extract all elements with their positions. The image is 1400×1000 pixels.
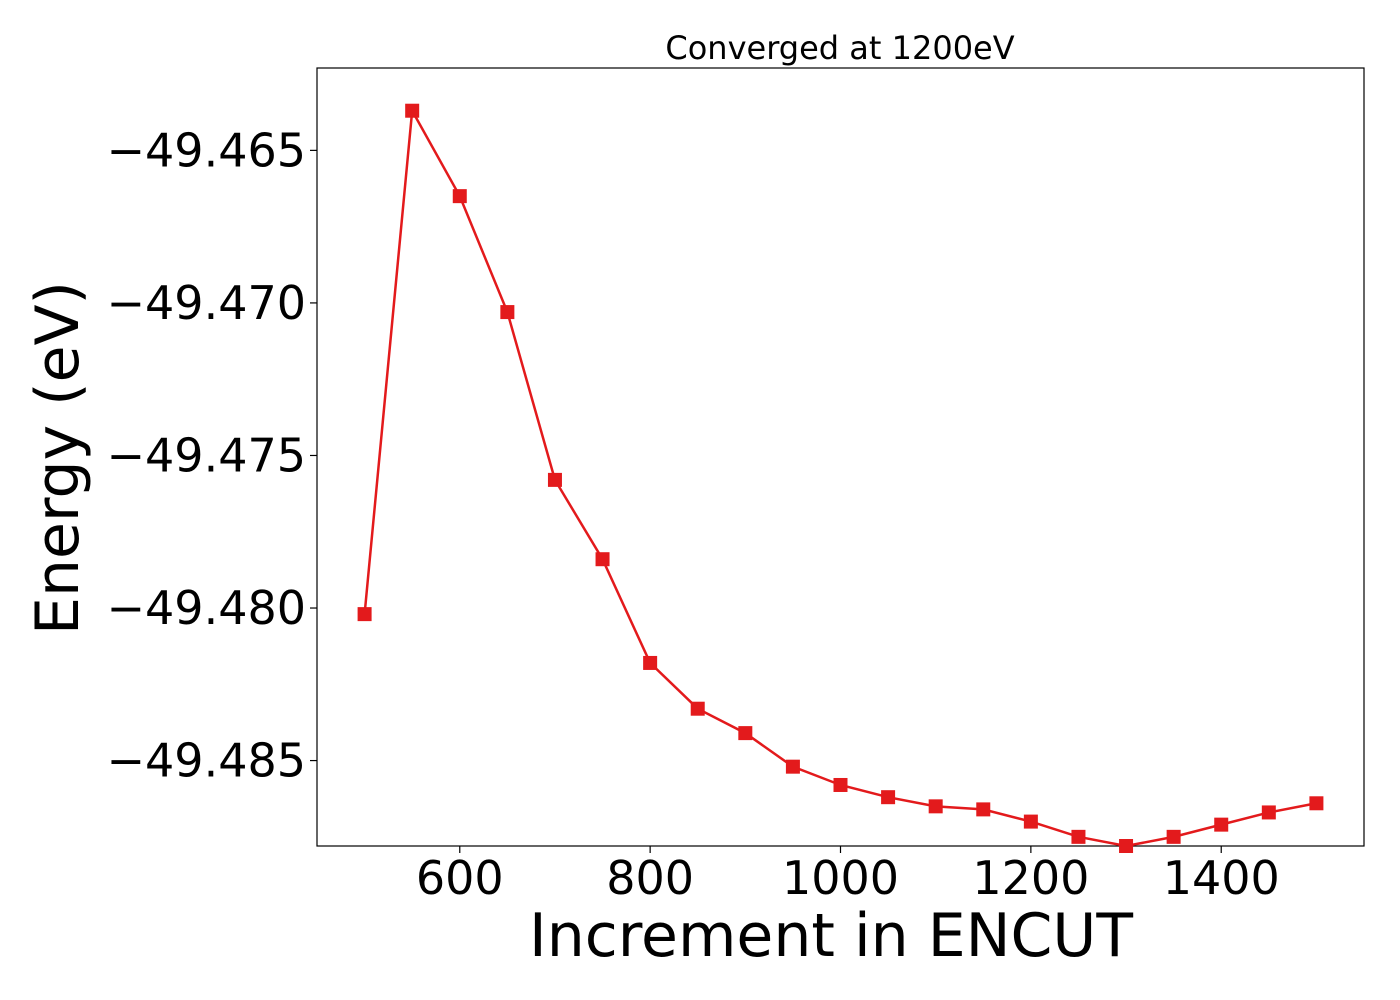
- y-tick-label: −49.485: [107, 734, 307, 788]
- series-line: [363, 106, 1317, 848]
- plot-frame: [316, 67, 1365, 847]
- data-point-marker: [405, 103, 420, 118]
- data-point-marker: [643, 655, 658, 670]
- y-tick-label: −49.475: [107, 428, 307, 482]
- y-axis-ticks: −49.465 −49.470 −49.475 −49.480 −49.485: [107, 123, 317, 788]
- data-point-marker: [1309, 796, 1324, 811]
- y-axis-label: Energy (eV): [23, 281, 93, 635]
- y-tick-label: −49.465: [107, 123, 307, 177]
- data-point-marker: [785, 759, 800, 774]
- x-tick-label: 1400: [1163, 851, 1280, 905]
- data-point-marker: [1166, 829, 1181, 844]
- data-point-marker: [1214, 817, 1229, 832]
- data-point-marker: [738, 726, 753, 741]
- x-tick-label: 1200: [972, 851, 1089, 905]
- data-point-marker: [547, 472, 562, 487]
- data-point-marker: [500, 305, 515, 320]
- data-point-marker: [1071, 829, 1086, 844]
- x-tick-label: 1000: [782, 851, 899, 905]
- data-point-marker: [452, 189, 467, 204]
- data-point-marker: [595, 552, 610, 567]
- y-tick-label: −49.470: [107, 276, 307, 330]
- x-axis-ticks: 600 800 1000 1200 1400: [416, 846, 1280, 905]
- data-point-marker: [1023, 814, 1038, 829]
- data-point-marker: [1261, 805, 1276, 820]
- data-point-marker: [690, 701, 705, 716]
- data-point-marker: [928, 799, 943, 814]
- data-point-marker: [976, 802, 991, 817]
- series-layer: [357, 103, 1324, 853]
- y-tick-label: −49.480: [107, 581, 307, 635]
- data-point-marker: [881, 790, 896, 805]
- data-point-marker: [357, 607, 372, 622]
- x-tick-label: 800: [606, 851, 694, 905]
- x-tick-label: 600: [416, 851, 504, 905]
- data-point-marker: [1119, 839, 1134, 853]
- x-axis-label: Increment in ENCUT: [529, 901, 1133, 971]
- data-point-marker: [833, 777, 848, 792]
- chart-title: Converged at 1200eV: [665, 29, 1014, 67]
